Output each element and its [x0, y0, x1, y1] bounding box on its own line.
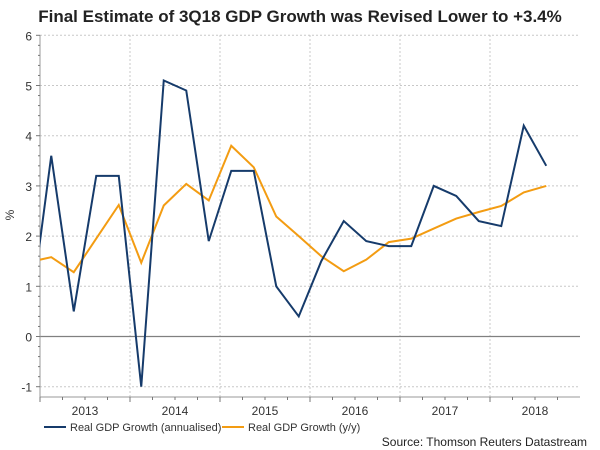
- series-line-yoy: [40, 144, 547, 274]
- y-tick-label: 5: [25, 80, 32, 94]
- y-tick-label: 0: [25, 331, 32, 345]
- x-tick-label: 2015: [252, 404, 279, 418]
- x-tick-label: 2018: [522, 404, 549, 418]
- x-tick-labels: 2013 2014 2015 2016 2017 2018: [72, 404, 549, 418]
- x-tick-label: 2014: [162, 404, 189, 418]
- legend-label-annualised: Real GDP Growth (annualised): [70, 422, 221, 434]
- x-tick-label: 2016: [342, 404, 369, 418]
- legend: Real GDP Growth (annualised) Real GDP Gr…: [44, 422, 360, 434]
- grid: [40, 34, 580, 397]
- y-tick-label: 1: [25, 280, 32, 294]
- legend-label-yoy: Real GDP Growth (y/y): [248, 422, 360, 434]
- y-tick-label: 2: [25, 230, 32, 244]
- y-tick-label: -1: [21, 381, 32, 395]
- source-note: Source: Thomson Reuters Datastream: [382, 435, 587, 449]
- axes: [36, 34, 580, 402]
- series-line-annualised: [40, 78, 548, 387]
- y-axis-label: %: [3, 209, 17, 220]
- chart-title: Final Estimate of 3Q18 GDP Growth was Re…: [38, 7, 562, 26]
- x-tick-label: 2017: [432, 404, 459, 418]
- y-tick-label: 3: [25, 180, 32, 194]
- y-tick-label: 6: [25, 29, 32, 43]
- x-tick-label: 2013: [72, 404, 99, 418]
- y-tick-labels: -1 0 1 2 3 4 5 6: [21, 29, 32, 394]
- y-tick-label: 4: [25, 130, 32, 144]
- series-group: [40, 78, 548, 387]
